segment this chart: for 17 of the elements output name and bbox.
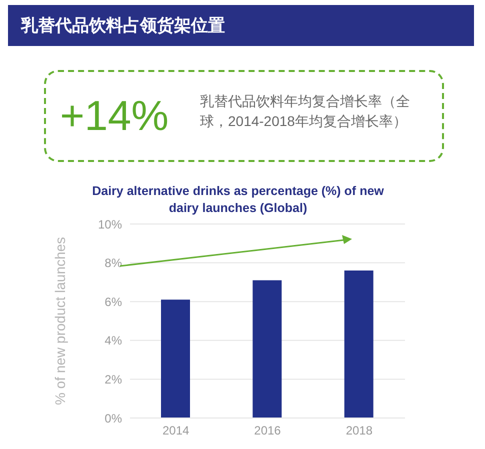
y-tick-label: 6% bbox=[104, 294, 122, 309]
x-tick-label: 2016 bbox=[254, 424, 282, 438]
x-tick-label: 2014 bbox=[162, 424, 190, 438]
chart-title: 乳替代品饮料占领货架位置 bbox=[8, 5, 474, 46]
y-tick-label: 4% bbox=[104, 334, 122, 348]
text: 乳替代品饮料年均复合增长率（全球，2014-2018年均复合增长率） bbox=[200, 92, 411, 131]
text: +14% bbox=[60, 92, 169, 140]
y-tick-label: 2% bbox=[104, 372, 122, 386]
y-tick-label: 10% bbox=[98, 217, 122, 232]
y-axis-title: % of new product launches bbox=[52, 236, 68, 406]
y-tick-label: 8% bbox=[104, 256, 122, 270]
y-tick-label: 0% bbox=[104, 411, 122, 426]
chart-subtitle: Dairy alternative drinks as percentage (%) of new dairy launches (Global) bbox=[91, 183, 385, 217]
x-tick-label: 2018 bbox=[346, 424, 373, 438]
bar bbox=[344, 270, 374, 418]
bar bbox=[161, 300, 190, 418]
bar bbox=[252, 280, 282, 418]
